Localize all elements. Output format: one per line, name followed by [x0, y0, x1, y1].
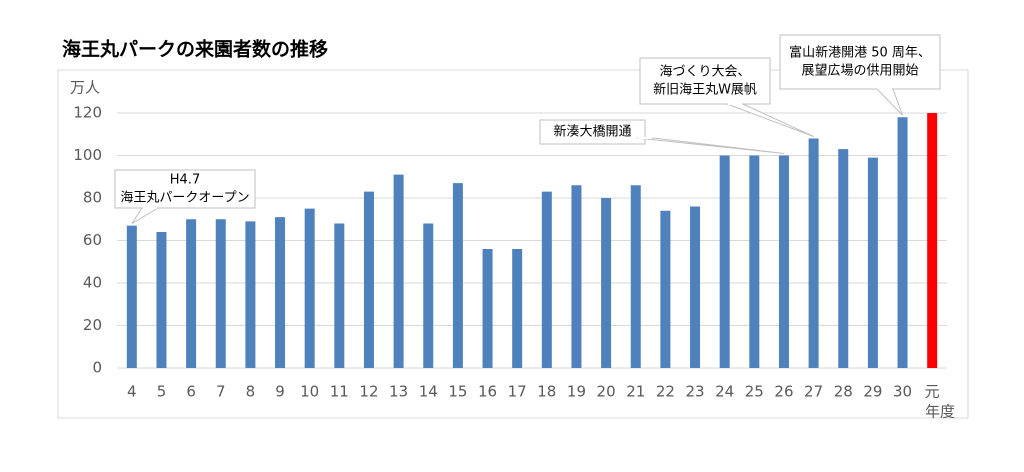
bar — [630, 185, 641, 368]
x-tick-label: 15 — [448, 383, 467, 401]
callout-pointer — [131, 207, 160, 225]
x-tick-label: 28 — [834, 383, 853, 401]
chart-frame — [57, 69, 969, 419]
callout-box — [539, 119, 646, 145]
bar — [452, 183, 463, 368]
x-tick-label: 30 — [893, 383, 912, 401]
x-axis-label: 年度 — [925, 403, 955, 421]
x-tick-label: 元 — [925, 383, 940, 401]
x-tick-label: 29 — [863, 383, 882, 401]
chart-title: 海王丸パークの来園者数の推移 — [62, 38, 328, 61]
annotation: 新湊大橋開通 — [553, 124, 631, 140]
y-tick-label: 0 — [92, 359, 102, 377]
callout-pointer — [636, 137, 785, 154]
bar — [867, 157, 878, 368]
y-tick-label: 120 — [73, 104, 102, 122]
x-tick-label: 12 — [359, 383, 378, 401]
callout-box — [779, 34, 941, 90]
bar — [778, 155, 789, 368]
bar — [186, 219, 197, 368]
bar — [571, 185, 582, 368]
bar — [393, 174, 404, 368]
bar — [897, 117, 908, 368]
x-tick-label: 13 — [389, 383, 408, 401]
y-tick-label: 60 — [83, 231, 102, 249]
bar — [363, 191, 374, 368]
callout-pointer — [875, 88, 904, 116]
bar — [719, 155, 730, 368]
annotation: 海王丸パークオープン — [120, 191, 249, 206]
x-tick-label: 6 — [186, 383, 196, 401]
x-tick-label: 25 — [745, 383, 764, 401]
annotation: 海づくり大会、 — [659, 65, 750, 80]
bar — [660, 210, 671, 368]
annotation: 新旧海王丸W展帆 — [653, 82, 757, 98]
bar — [601, 198, 612, 368]
bar — [423, 223, 434, 368]
x-tick-label: 21 — [626, 383, 645, 401]
x-tick-label: 20 — [597, 383, 616, 401]
x-tick-label: 24 — [715, 383, 734, 401]
y-tick-label: 40 — [83, 274, 102, 292]
annotation: 展望広場の供用開始 — [801, 63, 918, 79]
x-tick-label: 23 — [685, 383, 704, 401]
annotation: 富山新港開港 50 周年、 — [789, 45, 931, 61]
x-tick-label: 4 — [127, 383, 137, 401]
x-tick-label: 18 — [537, 383, 556, 401]
bar — [512, 249, 523, 368]
x-tick-label: 11 — [330, 383, 349, 401]
annotation: H4.7 — [170, 173, 200, 188]
bar — [156, 232, 167, 368]
x-tick-label: 9 — [275, 383, 285, 401]
x-tick-label: 14 — [419, 383, 438, 401]
bar — [304, 208, 315, 368]
x-tick-label: 16 — [478, 383, 497, 401]
bar — [749, 155, 760, 368]
bar — [541, 191, 552, 368]
y-tick-label: 80 — [83, 189, 102, 207]
bar — [808, 138, 819, 368]
bar — [334, 223, 345, 368]
x-tick-label: 5 — [157, 383, 167, 401]
callout-box — [114, 169, 256, 209]
bar — [126, 225, 137, 368]
x-tick-label: 10 — [300, 383, 319, 401]
x-tick-label: 22 — [656, 383, 675, 401]
callout-pointer — [726, 103, 814, 137]
bar — [690, 206, 701, 368]
y-tick-label: 100 — [73, 146, 102, 164]
y-tick-label: 20 — [83, 316, 102, 334]
bar — [927, 113, 938, 368]
x-tick-label: 19 — [567, 383, 586, 401]
bar — [215, 219, 226, 368]
x-tick-label: 26 — [774, 383, 793, 401]
x-tick-label: 27 — [804, 383, 823, 401]
callout-box — [639, 57, 771, 105]
x-tick-label: 7 — [216, 383, 226, 401]
x-tick-label: 17 — [508, 383, 527, 401]
y-axis-label: 万人 — [70, 79, 100, 97]
x-tick-label: 8 — [246, 383, 256, 401]
bar — [838, 149, 849, 368]
bar — [482, 249, 493, 368]
bar — [245, 221, 256, 368]
bar — [275, 217, 286, 368]
